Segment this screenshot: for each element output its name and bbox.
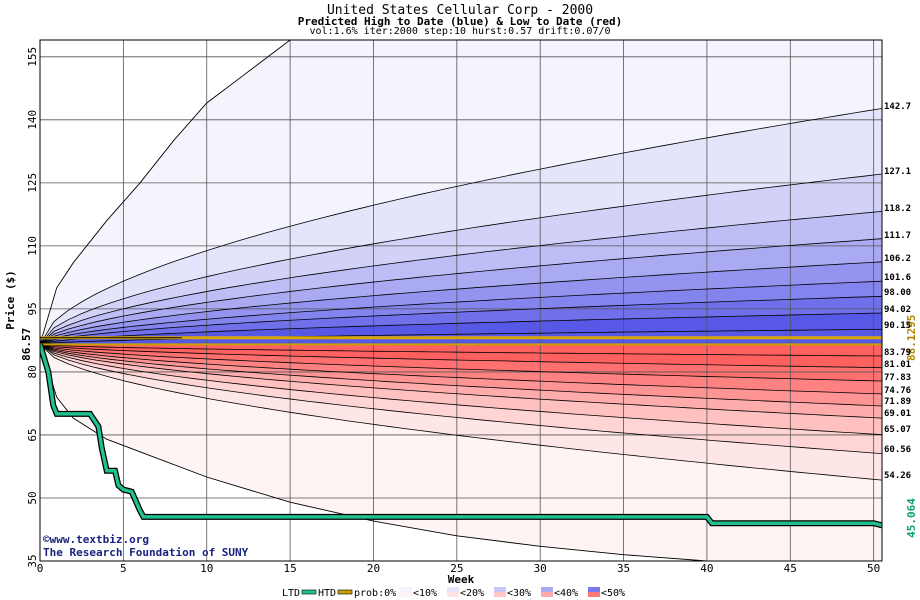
legend-swatch-band (447, 587, 459, 592)
legend-swatch-band (541, 587, 553, 592)
x-tick-label: 5 (120, 562, 127, 575)
legend-swatch-band (588, 592, 600, 597)
y-tick-label: 95 (26, 302, 39, 315)
x-tick-label: 40 (700, 562, 713, 575)
quantile-end-label: 118.2 (884, 204, 911, 214)
y-tick-label: 155 (26, 47, 39, 67)
htd-end-label: 45.064 (905, 498, 918, 538)
y-tick-label: 65 (26, 428, 39, 441)
low-quantile-line (40, 344, 882, 481)
low-quantile-line (40, 343, 882, 369)
x-tick-label: 50 (867, 562, 880, 575)
high-quantile-line (40, 280, 882, 345)
quantile-end-label: 81.01 (884, 360, 911, 370)
low-quantile-line (40, 343, 882, 382)
legend-swatch-htd (337, 589, 353, 595)
x-tick-label: 0 (37, 562, 44, 575)
watermark-line-1: ©www.textbiz.org (43, 533, 149, 546)
high-quantile-line (40, 295, 882, 345)
x-tick-label: 15 (283, 562, 296, 575)
legend-swatch-band (494, 587, 506, 592)
y-tick-label: 110 (26, 236, 39, 256)
quantile-end-label: 74.76 (884, 386, 911, 396)
x-tick-label: 35 (617, 562, 630, 575)
x-tick-label: 25 (450, 562, 463, 575)
legend-label-htd: HTD (318, 588, 336, 599)
quantile-end-label: 142.7 (884, 102, 911, 112)
quantile-end-label: 94.02 (884, 305, 911, 315)
legend-swatch-band (541, 592, 553, 597)
quantile-end-label: 69.01 (884, 409, 911, 419)
watermark-line-2: The Research Foundation of SUNY (43, 546, 249, 559)
quantile-end-label: 98.00 (884, 288, 911, 298)
high-quantile-line (40, 108, 882, 345)
quantile-end-label: 111.7 (884, 231, 911, 241)
legend-swatch-band (447, 592, 459, 597)
x-tick-label: 10 (200, 562, 213, 575)
legend-label-ltd: LTD (282, 588, 300, 599)
current-price-label: 88.1295 (905, 315, 918, 361)
y-tick-label: 140 (26, 110, 39, 130)
high-quantile-line (40, 261, 882, 345)
legend-label-band: <50% (601, 588, 625, 599)
low-quantile-line (40, 343, 882, 436)
high-quantile-line (40, 173, 882, 345)
y-tick-label: 35 (26, 554, 39, 567)
chart-title: United States Cellular Corp - 2000 (326, 3, 594, 18)
max-envelope-line (40, 40, 291, 345)
quantile-end-label: 77.83 (884, 373, 911, 383)
quantile-end-label: 60.56 (884, 445, 911, 455)
chart-subtitle: Predicted High to Date (blue) & Low to D… (297, 15, 623, 28)
low-quantile-line (40, 343, 882, 357)
quantile-end-label: 54.26 (884, 471, 911, 481)
quantile-end-label: 127.1 (884, 167, 911, 177)
legend-swatch-band (588, 587, 600, 592)
low-band-9 (40, 344, 882, 356)
quantile-end-label: 71.89 (884, 397, 911, 407)
x-tick-label: 20 (367, 562, 380, 575)
x-axis-label: Week (448, 573, 475, 586)
x-tick-label: 45 (784, 562, 797, 575)
low-quantile-line (40, 343, 882, 419)
legend-swatch-ltd (301, 589, 317, 595)
plot-frame (39, 39, 883, 562)
legend-swatch-band (494, 592, 506, 597)
quantile-end-label: 65.07 (884, 425, 911, 435)
high-quantile-line (40, 238, 882, 345)
legend-label-band: <40% (554, 588, 578, 599)
low-quantile-line (40, 343, 882, 407)
legend-label-band: <10% (413, 588, 437, 599)
y-tick-label: 80 (26, 365, 39, 378)
quantile-end-label: 90.15 (884, 321, 911, 331)
legend-label-prob: prob:0% (354, 588, 396, 599)
quantile-end-label: 106.2 (884, 254, 911, 264)
chart-params: vol:1.6% iter:2000 step:10 hurst:0.57 dr… (309, 26, 611, 37)
y-tick-label: 50 (26, 491, 39, 504)
legend-swatch-band (400, 592, 412, 597)
x-tick-label: 30 (534, 562, 547, 575)
y-tick-label: 125 (26, 173, 39, 193)
quantile-end-label: 101.6 (884, 273, 911, 283)
low-quantile-line (40, 343, 882, 395)
start-price-label: 86.57 (20, 328, 33, 361)
legend-label-band: <30% (507, 588, 531, 599)
high-quantile-line (40, 312, 882, 345)
quantile-end-label: 83.79 (884, 348, 911, 358)
low-quantile-line (40, 343, 882, 454)
htd-line (40, 343, 882, 527)
y-axis-label: Price ($) (4, 270, 17, 330)
legend-label-band: <20% (460, 588, 484, 599)
high-quantile-line (40, 211, 882, 345)
legend-swatch-band (400, 587, 412, 592)
